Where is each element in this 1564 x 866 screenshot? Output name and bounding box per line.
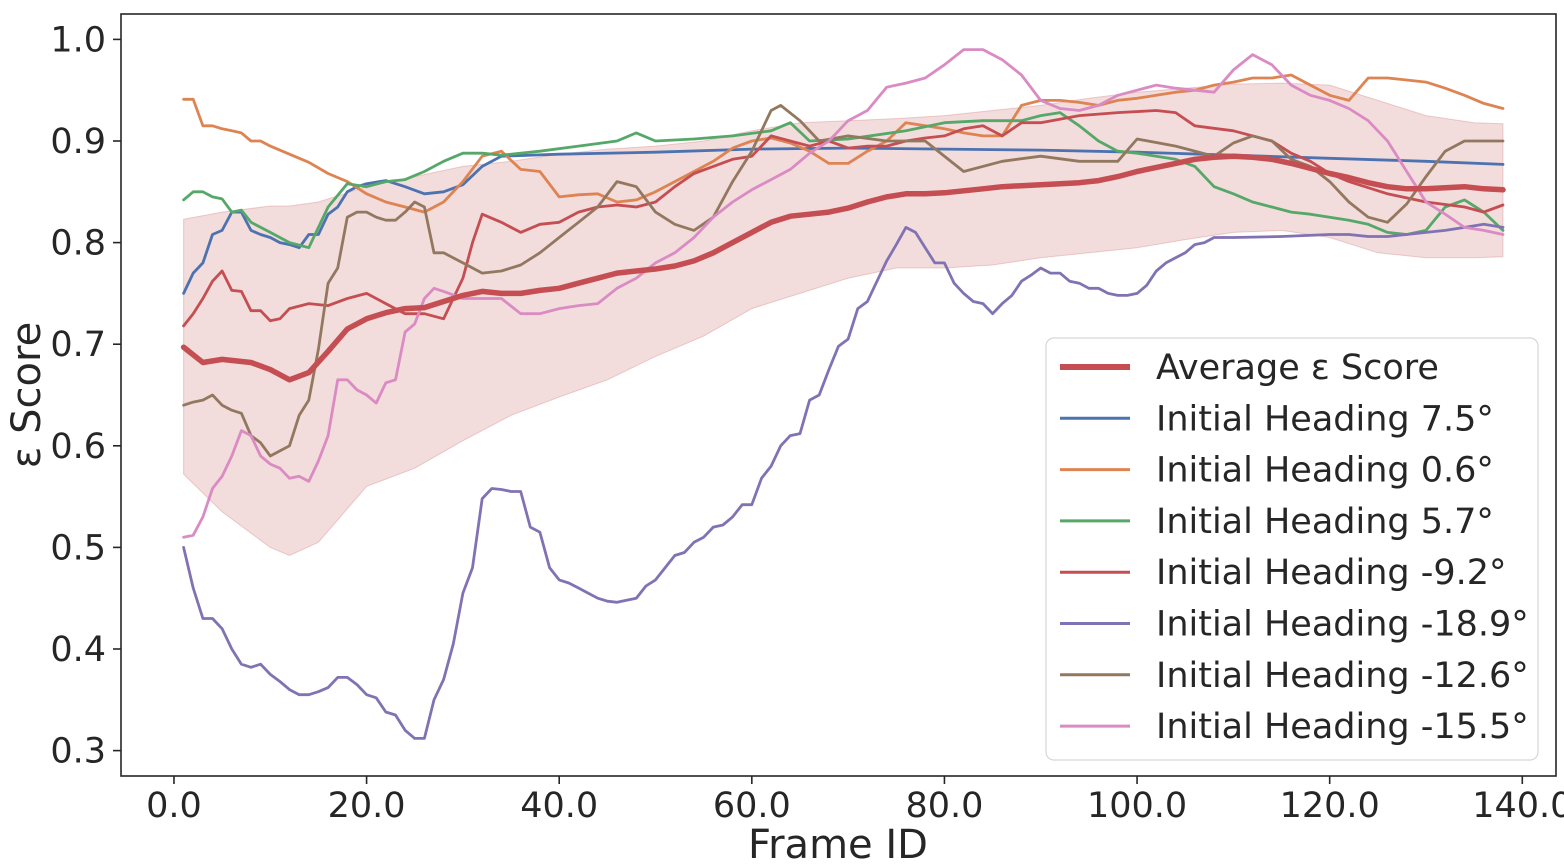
series-line-5 (182, 222, 1505, 740)
y-tick-label: 0.9 (50, 122, 106, 162)
legend: Average ε Score Initial Heading 7.5° Initi… (1045, 337, 1539, 761)
legend-label: Initial Heading -12.6° (1156, 656, 1529, 696)
x-tick-label: 120.0 (1280, 786, 1380, 826)
y-tick-label: 0.4 (50, 630, 106, 670)
legend-label: Initial Heading 0.6° (1156, 451, 1494, 491)
x-tick-label: 40.0 (520, 786, 598, 826)
series-line-0 (180, 153, 1506, 383)
std-band (183, 82, 1504, 557)
y-tick-label: 0.3 (50, 732, 106, 772)
x-tick-label: 100.0 (1087, 786, 1187, 826)
y-axis-title: ε Score (4, 322, 50, 468)
x-tick-label: 20.0 (328, 786, 406, 826)
series-line-3 (182, 111, 1505, 250)
legend-label: Average ε Score (1156, 348, 1439, 388)
x-tick-label: 80.0 (905, 786, 983, 826)
y-tick-label: 0.6 (50, 427, 106, 467)
x-axis-title: Frame ID (748, 822, 928, 866)
y-tick-label: 0.8 (50, 224, 106, 264)
x-tick-label: 140.0 (1472, 786, 1564, 826)
y-tick-label: 0.7 (50, 325, 106, 365)
legend-label: Initial Heading -9.2° (1156, 553, 1507, 593)
series-line-2 (182, 73, 1505, 214)
x-tick-label: 60.0 (713, 786, 791, 826)
y-tick-label: 1.0 (50, 20, 106, 60)
axes: 0.0 20.0 40.0 60.0 80.0 100.0 120.0 140.0 0.3 0.4… (50, 20, 1564, 826)
legend-label: Initial Heading -18.9° (1156, 605, 1529, 645)
plot-frame (120, 13, 1557, 777)
y-tick-label: 0.5 (50, 528, 106, 568)
plot-area (180, 48, 1506, 740)
legend-label: Initial Heading 7.5° (1156, 399, 1494, 439)
legend-label: Initial Heading -15.5° (1156, 707, 1529, 747)
x-tick-label: 0.0 (146, 786, 202, 826)
series-line-6 (182, 104, 1505, 458)
legend-label: Initial Heading 5.7° (1156, 502, 1494, 542)
series-line-4 (182, 109, 1505, 328)
legend-box (1045, 337, 1539, 761)
series-line-7 (182, 48, 1505, 539)
